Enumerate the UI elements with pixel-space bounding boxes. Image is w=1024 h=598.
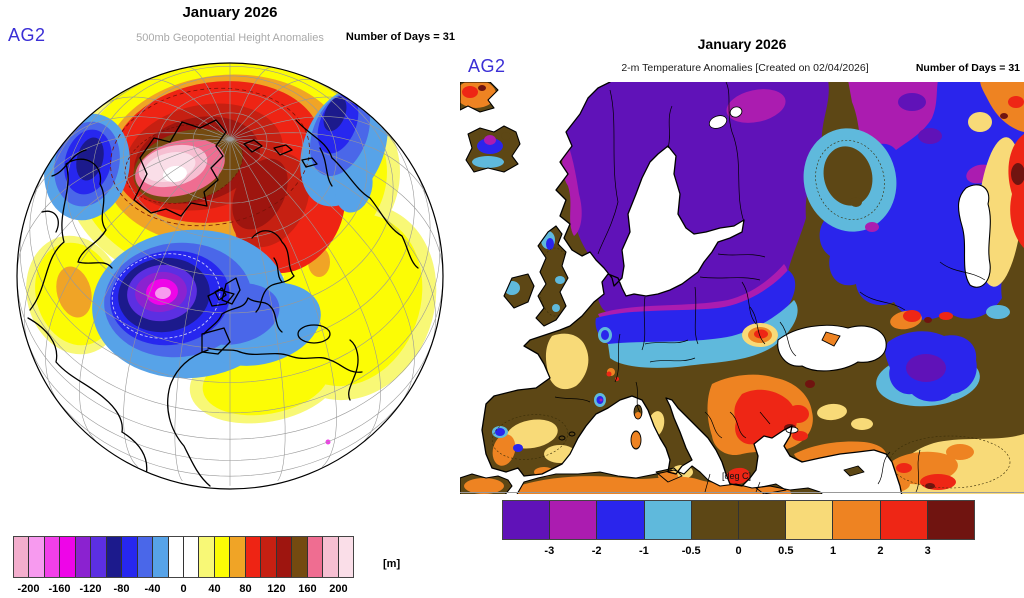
colorbar-tick: 0 (180, 583, 187, 595)
colorbar-cell (880, 501, 928, 539)
colorbar-cell (338, 537, 353, 577)
colorbar-cell (14, 537, 30, 577)
height-unit-label: [m] (383, 558, 401, 570)
colorbar-tick: -120 (79, 583, 102, 595)
colorbar-tick: 40 (208, 583, 221, 595)
colorbar-cell (503, 501, 551, 539)
colorbar-cell (833, 501, 881, 539)
colorbar-tick: -3 (544, 545, 555, 557)
colorbar-cell (245, 537, 262, 577)
globe-graticule (17, 63, 443, 486)
colorbar-cell (60, 537, 76, 577)
colorbar-cell (168, 537, 184, 577)
colorbar-cell (691, 501, 740, 539)
colorbar-cell (122, 537, 138, 577)
colorbar-cell (644, 501, 692, 539)
temperature-anomaly-colorbar: -3 -2 -1 -0.5 0 0.5 1 2 3 (502, 500, 975, 557)
colorbar-cell (137, 537, 154, 577)
colorbar-tick: -1 (639, 545, 649, 557)
colorbar-cell (91, 537, 107, 577)
colorbar-cell (183, 537, 200, 577)
colorbar-cell (75, 537, 92, 577)
colorbar-tick: 0.5 (778, 545, 794, 557)
colorbar-tick: -40 (144, 583, 161, 595)
globe-shaded-field (17, 63, 443, 489)
colorbar-cell (261, 537, 277, 577)
right-brand-logo: AG2 (468, 56, 506, 76)
colorbar-cell (550, 501, 598, 539)
colorbar-cells (13, 536, 354, 578)
temperature-unit-label: [deg C] (722, 471, 751, 481)
colorbar-cell (29, 537, 45, 577)
colorbar-tick: 120 (267, 583, 286, 595)
colorbar-tick: -160 (48, 583, 71, 595)
right-days-count: Number of Days = 31 (915, 62, 1020, 74)
colorbar-tick: 0 (735, 545, 742, 557)
colorbar-cell (739, 501, 787, 539)
left-brand-logo: AG2 (8, 25, 46, 45)
colorbar-tick: -200 (17, 583, 40, 595)
colorbar-cell (307, 537, 324, 577)
graticule-lines (17, 63, 443, 486)
colorbar-cell (786, 501, 834, 539)
colorbar-cell (597, 501, 645, 539)
left-map-title: January 2026 (182, 4, 278, 21)
inland-seas (708, 106, 991, 434)
colorbar-cell (44, 537, 61, 577)
colorbar-tick: 1 (830, 545, 837, 557)
colorbar-cell (214, 537, 231, 577)
colorbar-cell (153, 537, 169, 577)
colorbar-cell (230, 537, 246, 577)
crimea-peninsula (821, 331, 841, 347)
colorbar-cell (323, 537, 339, 577)
colorbar-cell (106, 537, 123, 577)
globe-outline (16, 62, 444, 490)
colorbar-cell (276, 537, 293, 577)
colorbar-cell (292, 537, 308, 577)
colorbar-cell (199, 537, 215, 577)
europe-temperature-map: [deg C] (460, 82, 1024, 494)
colorbar-tick: 2 (877, 545, 884, 557)
colorbar-tick-labels: -200 -160 -120 -80 -40 0 40 80 120 160 200 (13, 578, 354, 595)
left-map-subtitle: 500mb Geopotential Height Anomalies (136, 32, 324, 44)
height-anomaly-colorbar: -200 -160 -120 -80 -40 0 40 80 120 160 200 (13, 536, 354, 595)
colorbar-tick: -2 (591, 545, 602, 557)
colorbar-tick-labels: -3 -2 -1 -0.5 0 0.5 1 2 3 (502, 540, 975, 557)
colorbar-tick: 80 (239, 583, 252, 595)
right-map-subtitle: 2-m Temperature Anomalies [Created on 02… (621, 62, 869, 74)
hemisphere-anomaly-globe (16, 62, 444, 490)
colorbar-tick: -0.5 (681, 545, 701, 557)
colorbar-tick: -80 (113, 583, 130, 595)
country-borders (554, 82, 986, 493)
colorbar-cells (502, 500, 975, 540)
left-days-count: Number of Days = 31 (345, 31, 455, 43)
colorbar-cell (927, 501, 975, 539)
colorbar-tick: 3 (924, 545, 931, 557)
colorbar-tick: 200 (329, 583, 348, 595)
colorbar-tick: 160 (298, 583, 317, 595)
right-map-title: January 2026 (697, 36, 787, 52)
